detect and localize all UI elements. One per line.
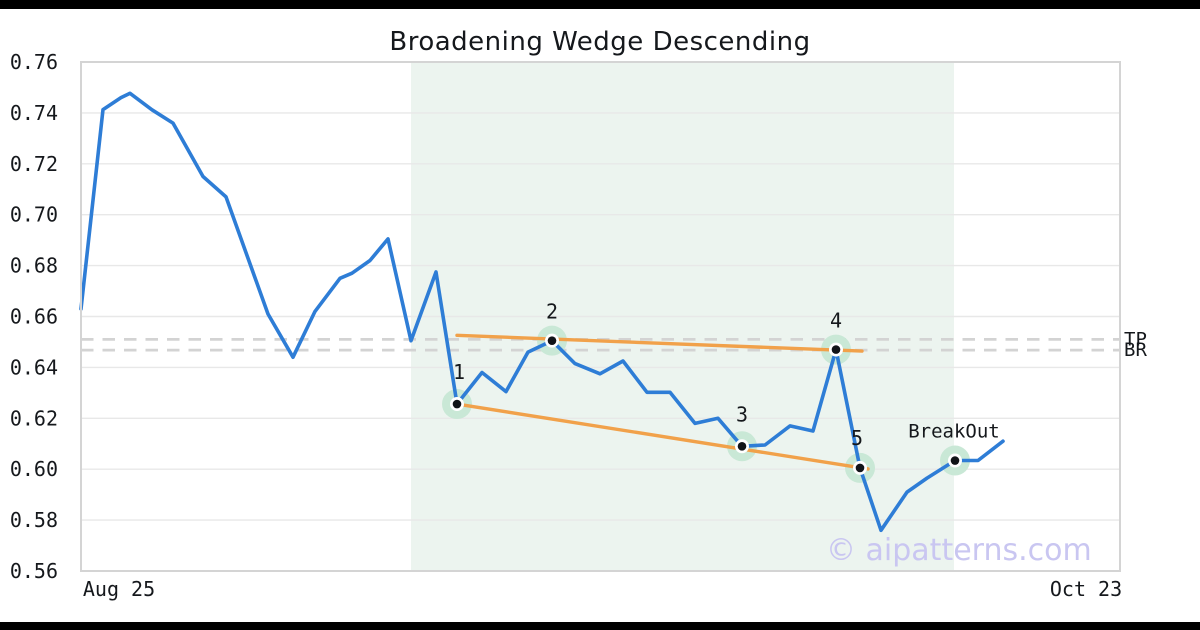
marker-dot: [831, 345, 841, 354]
top-edge-bar: [0, 0, 1200, 9]
marker-label-breakout: BreakOut: [908, 421, 1000, 443]
y-tick-label: 0.68: [10, 254, 58, 278]
y-tick-label: 0.66: [10, 305, 58, 329]
marker-label-1: 1: [453, 360, 465, 384]
y-tick-label: 0.76: [10, 50, 58, 74]
marker-label-2: 2: [546, 300, 558, 324]
marker-dot: [855, 463, 865, 473]
y-tick-label: 0.62: [10, 406, 58, 430]
level-label-br: BR: [1124, 339, 1147, 361]
plot-border: [80, 61, 1121, 572]
watermark-text: © aipatterns.com: [826, 533, 1092, 568]
marker-dot: [452, 399, 462, 409]
y-tick-label: 0.60: [10, 457, 58, 481]
marker-label-4: 4: [830, 309, 842, 333]
x-tick-label: Oct 23: [1050, 577, 1122, 601]
trendline-upper: [455, 333, 864, 353]
y-tick-label: 0.72: [10, 152, 58, 176]
marker-label-3: 3: [736, 402, 748, 426]
y-tick-label: 0.58: [10, 508, 58, 532]
level-label-tp: TP: [1124, 328, 1147, 350]
y-tick-label: 0.70: [10, 203, 58, 227]
trendline-lower: [455, 402, 870, 471]
marker-label-5: 5: [851, 426, 863, 450]
price-line: [79, 91, 1005, 533]
chart-title: Broadening Wedge Descending: [389, 27, 811, 57]
y-tick-label: 0.64: [10, 355, 58, 379]
y-tick-label: 0.56: [10, 559, 58, 583]
marker-dot: [950, 456, 960, 465]
bottom-edge-bar: [0, 622, 1200, 630]
y-tick-label: 0.74: [10, 101, 58, 125]
x-tick-label: Aug 25: [83, 577, 155, 601]
marker-dot: [737, 441, 747, 451]
marker-dot: [547, 336, 557, 345]
